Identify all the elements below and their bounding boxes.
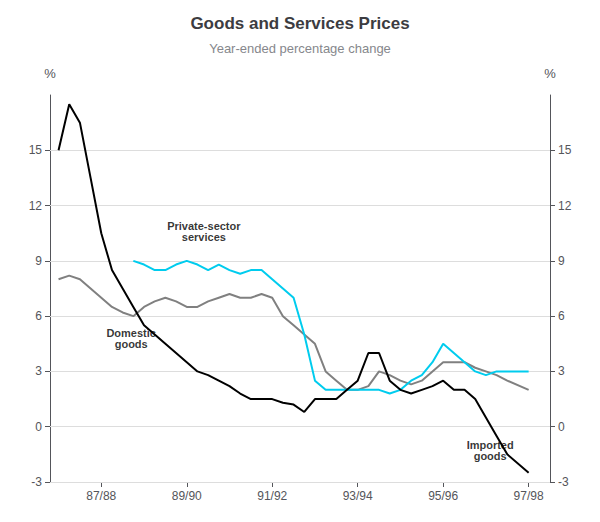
svg-text:%: % — [544, 66, 556, 81]
svg-text:-3: -3 — [558, 475, 569, 489]
svg-text:services: services — [182, 231, 226, 243]
svg-text:15: 15 — [29, 143, 43, 157]
svg-text:Goods and Services Prices: Goods and Services Prices — [190, 14, 409, 33]
svg-text:9: 9 — [558, 254, 565, 268]
svg-text:95/96: 95/96 — [428, 489, 458, 503]
svg-text:Private-sector: Private-sector — [167, 219, 241, 232]
svg-text:12: 12 — [558, 199, 572, 213]
svg-text:0: 0 — [35, 420, 42, 434]
svg-text:15: 15 — [558, 143, 572, 157]
svg-text:12: 12 — [29, 199, 43, 213]
svg-text:3: 3 — [35, 364, 42, 378]
svg-text:Domestic: Domestic — [106, 326, 156, 339]
svg-text:9: 9 — [35, 254, 42, 268]
svg-text:6: 6 — [35, 309, 42, 323]
svg-text:Year-ended percentage change: Year-ended percentage change — [209, 41, 391, 56]
svg-text:0: 0 — [558, 420, 565, 434]
svg-text:93/94: 93/94 — [343, 489, 373, 503]
svg-text:goods: goods — [115, 338, 148, 350]
svg-text:3: 3 — [558, 364, 565, 378]
svg-text:87/88: 87/88 — [86, 489, 116, 503]
svg-text:Imported: Imported — [466, 439, 514, 452]
svg-text:91/92: 91/92 — [257, 489, 287, 503]
svg-text:97/98: 97/98 — [514, 489, 544, 503]
svg-text:%: % — [44, 66, 56, 81]
svg-text:goods: goods — [474, 450, 507, 462]
svg-text:6: 6 — [558, 309, 565, 323]
svg-text:-3: -3 — [31, 475, 42, 489]
svg-text:89/90: 89/90 — [172, 489, 202, 503]
